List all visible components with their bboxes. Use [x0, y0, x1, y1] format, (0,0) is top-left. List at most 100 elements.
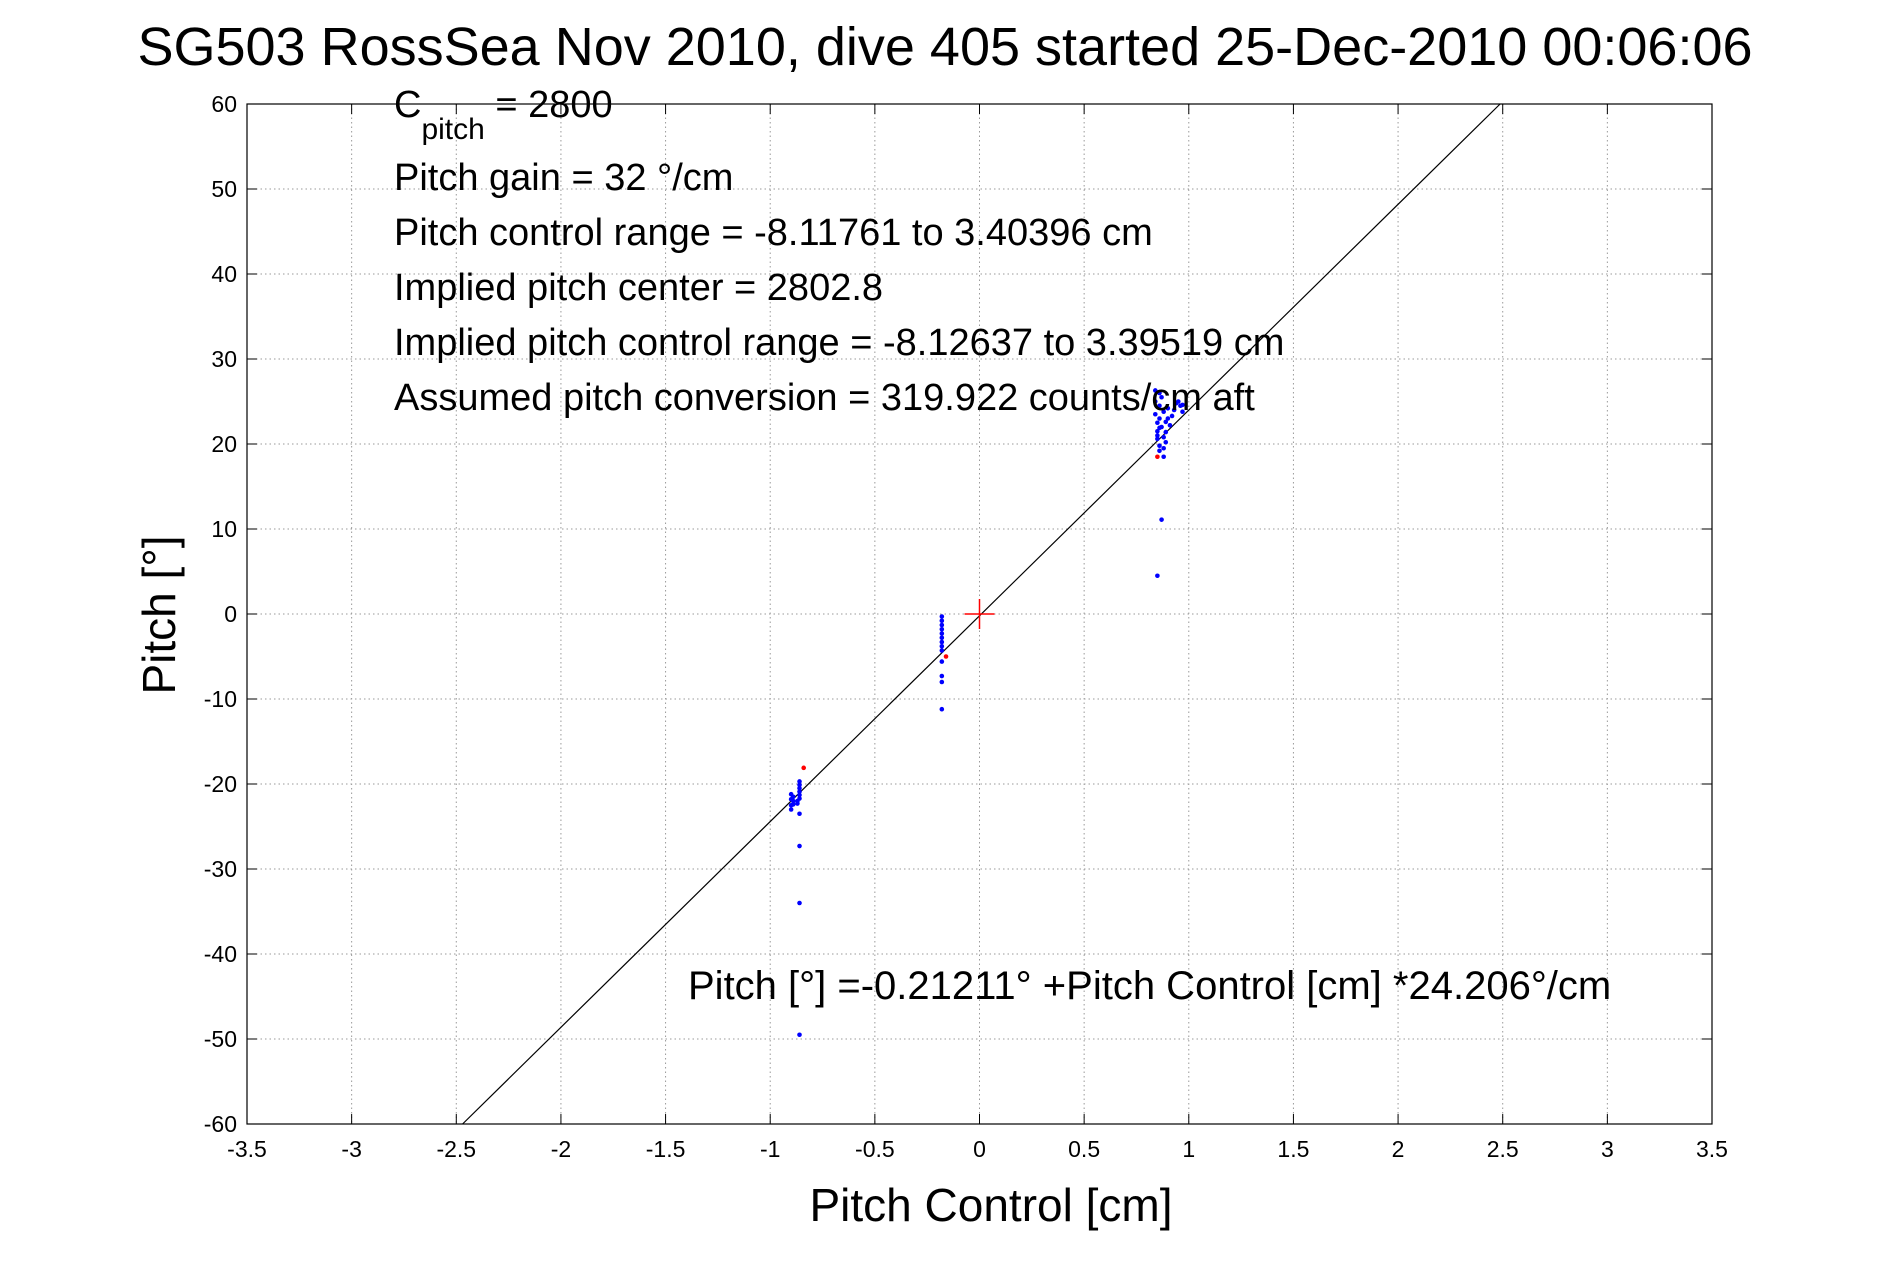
blue-points-point [797, 789, 802, 794]
blue-points-point [1153, 399, 1158, 404]
x-tick-label: -0.5 [855, 1136, 895, 1162]
x-tick-label: 0.5 [1068, 1136, 1100, 1162]
blue-points-point [1157, 403, 1162, 409]
pitch-gain-annotation: Pitch gain = 32 °/cm [394, 157, 733, 199]
blue-points-point [1157, 390, 1162, 396]
y-tick-label: -30 [204, 856, 237, 882]
blue-points-point [1171, 407, 1177, 413]
blue-points-point [1161, 434, 1166, 440]
blue-points-point [1176, 399, 1181, 404]
assumed-conversion-annotation: Assumed pitch conversion = 319.922 count… [394, 377, 1255, 419]
y-tick-label: -50 [204, 1026, 237, 1052]
x-tick-label: 2 [1392, 1136, 1405, 1162]
blue-points-point [939, 679, 945, 685]
blue-points-point [788, 797, 794, 802]
blue-points-point [1169, 413, 1175, 419]
y-tick-label: 60 [211, 91, 237, 117]
blue-points-point [788, 791, 794, 797]
blue-points-point [1161, 409, 1166, 415]
blue-points-point [797, 782, 802, 788]
blue-points-point [1153, 411, 1158, 417]
y-tick-labels: -60 -50 -40 -30 -20 -10 0 10 20 30 40 50 60 [204, 91, 237, 1137]
control-range-annotation: Pitch control range = -8.11761 to 3.4039… [394, 212, 1153, 254]
blue-points-point [1159, 517, 1164, 522]
y-tick-label: -40 [204, 941, 237, 967]
red-points-point [1155, 454, 1160, 460]
blue-points-point [1155, 428, 1160, 434]
x-tick-labels: -3.5 -3 -2.5 -2 -1.5 -1 -0.5 0 0.5 1 1.5 2 2.5 3 3.5 [227, 1136, 1728, 1162]
blue-points-point [1161, 454, 1166, 460]
blue-points-point [797, 843, 802, 849]
blue-points-point [1155, 436, 1160, 442]
blue-points-point [1153, 388, 1158, 393]
x-tick-label: 2.5 [1487, 1136, 1519, 1162]
blue-points-point [939, 614, 945, 619]
blue-points-point [1165, 416, 1171, 421]
center-marker-layer [964, 599, 995, 629]
red-points-point [801, 765, 806, 771]
blue-points-point [1157, 448, 1162, 454]
axes-box [246, 103, 1713, 1125]
y-tick-label: -20 [204, 771, 237, 797]
data-points-layer [788, 388, 1185, 1038]
blue-points-point [1159, 394, 1164, 400]
x-tick-label: 1.5 [1277, 1136, 1309, 1162]
y-tick-label: -60 [204, 1111, 237, 1137]
blue-points-point [797, 811, 802, 817]
c-pitch-value: = 2800 [485, 84, 613, 126]
blue-points-point [1157, 443, 1162, 449]
blue-points-point [939, 627, 945, 632]
x-axis-label: Pitch Control [cm] [810, 1179, 1173, 1231]
y-axis-label: Pitch [°] [133, 535, 185, 694]
blue-points-point [1180, 409, 1185, 415]
y-tick-label: 30 [211, 346, 237, 372]
chart-title: SG503 RossSea Nov 2010, dive 405 started… [137, 17, 1752, 77]
x-tick-label: 3.5 [1696, 1136, 1728, 1162]
x-tick-label: 3 [1601, 1136, 1614, 1162]
blue-points-point [1163, 429, 1169, 435]
blue-points-point [1165, 406, 1171, 411]
blue-points-point [1163, 440, 1169, 445]
blue-points-point [939, 659, 945, 664]
red-points-point [943, 654, 949, 659]
y-tick-label: 10 [211, 516, 237, 542]
y-tick-label: 0 [224, 601, 237, 627]
implied-center-annotation: Implied pitch center = 2802.8 [394, 267, 883, 309]
y-tick-label: 20 [211, 431, 237, 457]
blue-points-point [1180, 402, 1185, 408]
implied-range-annotation: Implied pitch control range = -8.12637 t… [394, 322, 1284, 364]
x-tick-label: 0 [973, 1136, 986, 1162]
x-tick-label: -3 [341, 1136, 361, 1162]
c-pitch-main: C [394, 84, 421, 126]
blue-points-point [939, 635, 945, 641]
blue-points-point [1155, 573, 1160, 579]
blue-points-point [1157, 416, 1162, 421]
y-tick-label: -10 [204, 686, 237, 712]
blue-points-point [939, 706, 945, 712]
blue-points-point [939, 639, 945, 645]
fit-equation-annotation: Pitch [°] =-0.21211° +Pitch Control [cm]… [688, 964, 1611, 1008]
blue-points-point [797, 785, 802, 791]
blue-points-point [939, 644, 945, 649]
blue-points-point [939, 648, 945, 653]
blue-points-point [797, 792, 802, 798]
blue-points-point [939, 618, 945, 624]
blue-points-point [1161, 445, 1166, 451]
blue-points-point [939, 631, 945, 636]
y-tick-label: 50 [211, 176, 237, 202]
blue-points-point [788, 802, 794, 808]
c-pitch-annotation: Cpitch = 2800 [394, 84, 613, 146]
blue-points-point [939, 673, 945, 679]
blue-points-point [797, 900, 802, 906]
x-tick-label: -3.5 [227, 1136, 267, 1162]
x-tick-label: -1.5 [646, 1136, 686, 1162]
blue-points-point [1155, 433, 1160, 438]
annotation-block: Cpitch = 2800 Pitch gain = 32 °/cm Pitch… [394, 84, 1611, 1008]
blue-points-point [1163, 419, 1169, 425]
c-pitch-subscript: pitch [421, 113, 484, 146]
blue-points-point [1159, 424, 1164, 430]
blue-points-point [797, 779, 802, 784]
blue-points-point [1155, 420, 1160, 426]
blue-points-point [797, 1032, 802, 1038]
